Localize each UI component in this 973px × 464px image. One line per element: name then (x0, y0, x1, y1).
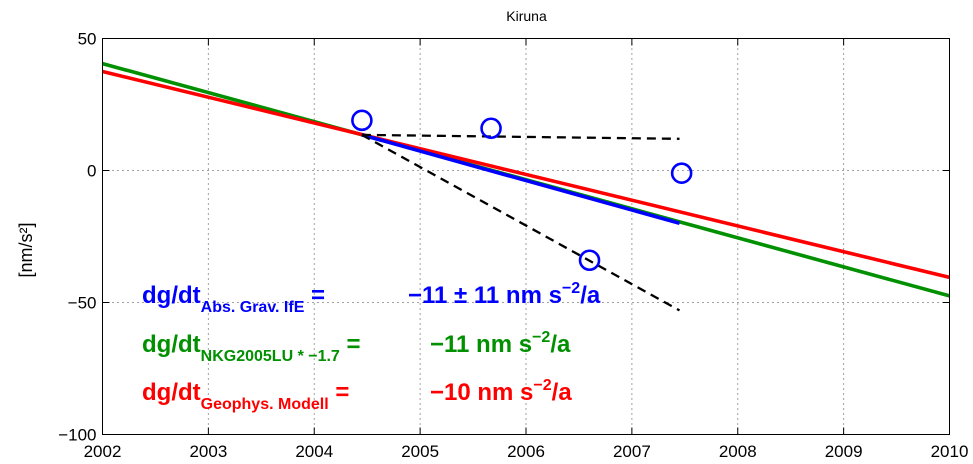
x-tick-label: 2007 (613, 442, 651, 461)
annotation-label: dg/dtGeophys. Modell = (142, 379, 349, 413)
series-line (103, 72, 950, 278)
x-tick-label: 2003 (189, 442, 227, 461)
y-tick-label: 0 (87, 162, 96, 181)
y-axis-label: [nm/s²] (16, 222, 36, 277)
series-line (362, 135, 680, 139)
x-tick-label: 2008 (719, 442, 757, 461)
series-group (103, 64, 950, 311)
annotation-value: −11 ± 11 nm s−2/a (408, 280, 601, 309)
data-point (352, 111, 371, 130)
annotation-value: −10 nm s−2/a (430, 377, 572, 406)
x-tick-label: 2005 (401, 442, 439, 461)
x-tick-label: 2004 (295, 442, 333, 461)
x-tick-label: 2010 (931, 442, 969, 461)
annotations: dg/dtAbs. Grav. IfE = −11 ± 11 nm s−2/a dg… (142, 280, 601, 413)
y-tick-label: −50 (68, 294, 97, 313)
y-tick-label: −100 (58, 426, 96, 445)
chart-title: Kiruna (506, 8, 547, 24)
data-point (482, 119, 501, 138)
annotation-label: dg/dtNKG2005LU * −1.7 = (142, 331, 361, 365)
data-point (672, 164, 691, 183)
y-tick-label: 50 (78, 30, 97, 49)
x-tick-label: 2009 (825, 442, 863, 461)
x-tick-label: 2002 (84, 442, 122, 461)
x-tick-label: 2006 (507, 442, 545, 461)
annotation-label: dg/dtAbs. Grav. IfE = (142, 282, 325, 316)
annotation-value: −11 nm s−2/a (430, 329, 571, 358)
